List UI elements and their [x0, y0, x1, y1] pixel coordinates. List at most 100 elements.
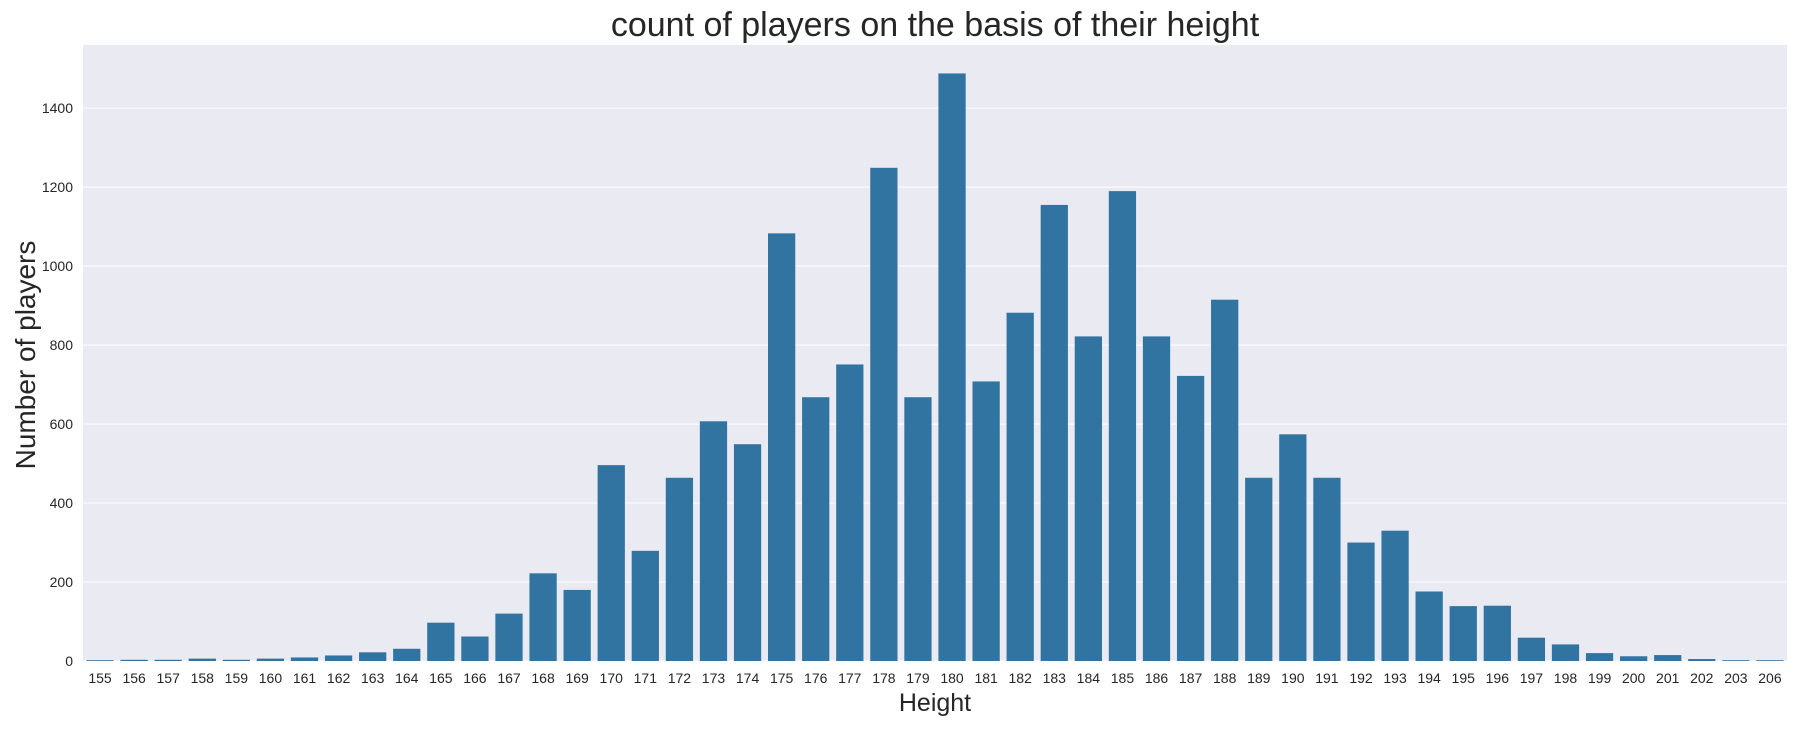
bar-185 — [1108, 191, 1137, 661]
bar-178 — [870, 167, 898, 662]
bar-184 — [1074, 336, 1102, 661]
bar-155 — [86, 660, 114, 661]
bar-175 — [768, 233, 796, 661]
bar-200 — [1620, 656, 1648, 661]
bar-197 — [1517, 637, 1546, 661]
x-tick-label: 170 — [600, 670, 624, 686]
x-tick-label: 169 — [565, 670, 589, 686]
x-tick-label: 181 — [974, 670, 998, 686]
x-tick-label: 162 — [327, 670, 351, 686]
bar-183 — [1040, 204, 1068, 661]
bar-169 — [563, 589, 591, 661]
x-tick-label: 189 — [1247, 670, 1271, 686]
bar-203 — [1722, 660, 1750, 661]
bar-176 — [802, 397, 830, 661]
x-tick-label: 186 — [1145, 670, 1169, 686]
x-tick-label: 159 — [225, 670, 249, 686]
x-axis-label: Height — [899, 689, 971, 717]
bar-180 — [938, 73, 966, 661]
bar-186 — [1142, 336, 1171, 661]
chart-title: count of players on the basis of their h… — [611, 6, 1260, 44]
y-tick-label: 1200 — [42, 179, 73, 195]
bar-160 — [256, 658, 285, 661]
x-tick-label: 197 — [1520, 670, 1544, 686]
bar-198 — [1551, 644, 1580, 661]
bar-174 — [733, 444, 762, 661]
x-tick-label: 195 — [1452, 670, 1476, 686]
x-tick-label: 165 — [429, 670, 453, 686]
bar-167 — [495, 613, 523, 661]
bar-190 — [1279, 434, 1307, 661]
y-tick-label: 200 — [50, 574, 74, 590]
x-tick-label: 177 — [838, 670, 862, 686]
y-tick-label: 400 — [50, 495, 74, 511]
y-tick-label: 1000 — [42, 258, 73, 274]
x-tick-label: 173 — [702, 670, 726, 686]
bar-172 — [665, 477, 694, 661]
x-tick-label: 161 — [293, 670, 317, 686]
x-tick-label: 163 — [361, 670, 385, 686]
x-tick-label: 200 — [1622, 670, 1646, 686]
x-tick-label: 168 — [531, 670, 555, 686]
x-tick-label: 156 — [122, 670, 146, 686]
x-tick-label: 203 — [1724, 670, 1748, 686]
bar-164 — [393, 648, 421, 661]
x-tick-label: 158 — [191, 670, 215, 686]
bar-201 — [1654, 655, 1682, 661]
bar-192 — [1347, 542, 1375, 661]
x-tick-label: 192 — [1349, 670, 1373, 686]
bar-158 — [188, 658, 216, 661]
x-tick-label: 193 — [1383, 670, 1407, 686]
x-tick-label: 199 — [1588, 670, 1612, 686]
plot-background — [83, 45, 1787, 661]
x-tick-label: 172 — [668, 670, 692, 686]
x-tick-label: 187 — [1179, 670, 1203, 686]
x-tick-label: 167 — [497, 670, 521, 686]
x-tick-label: 160 — [259, 670, 283, 686]
x-tick-label: 175 — [770, 670, 794, 686]
bar-161 — [290, 657, 319, 661]
y-tick-label: 800 — [50, 337, 74, 353]
x-tick-label: 198 — [1554, 670, 1578, 686]
y-tick-label: 600 — [50, 416, 74, 432]
x-tick-label: 155 — [88, 670, 112, 686]
x-tick-label: 171 — [634, 670, 658, 686]
y-axis-label: Number of players — [10, 241, 41, 470]
bar-157 — [154, 659, 182, 661]
x-tick-label: 183 — [1043, 670, 1067, 686]
bar-202 — [1688, 659, 1716, 661]
x-tick-label: 206 — [1758, 670, 1782, 686]
x-tick-label: 201 — [1656, 670, 1680, 686]
bar-206 — [1756, 660, 1784, 661]
bar-181 — [972, 381, 1000, 661]
x-tick-label: 185 — [1111, 670, 1135, 686]
x-tick-label: 174 — [736, 670, 760, 686]
grid-lines — [83, 107, 1787, 662]
bar-168 — [529, 573, 557, 661]
bar-188 — [1211, 299, 1239, 661]
x-tick-label: 180 — [940, 670, 964, 686]
bar-170 — [597, 465, 625, 661]
bar-171 — [631, 550, 659, 661]
bar-182 — [1006, 312, 1034, 661]
x-tick-label: 188 — [1213, 670, 1237, 686]
x-tick-label: 178 — [872, 670, 896, 686]
bar-156 — [120, 659, 148, 661]
x-tick-label: 191 — [1315, 670, 1339, 686]
x-tick-label: 182 — [1009, 670, 1033, 686]
bar-195 — [1449, 606, 1477, 661]
bar-159 — [222, 659, 250, 661]
x-tick-label: 166 — [463, 670, 487, 686]
x-tick-label: 184 — [1077, 670, 1101, 686]
y-tick-label: 1400 — [42, 100, 73, 116]
y-tick-labels: 0 200 400 600 800 1000 1200 1400 — [42, 100, 73, 669]
bar-196 — [1483, 605, 1511, 661]
bar-191 — [1313, 477, 1341, 661]
x-tick-label: 164 — [395, 670, 419, 686]
x-tick-label: 176 — [804, 670, 828, 686]
bar-173 — [699, 421, 728, 661]
y-tick-label: 0 — [65, 653, 73, 669]
bar-162 — [324, 655, 353, 661]
